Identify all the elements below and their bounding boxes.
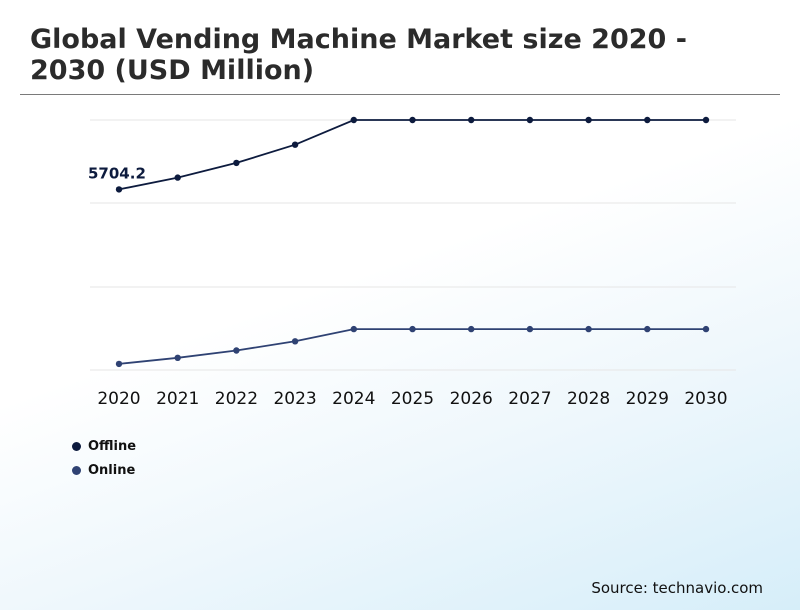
point-offline-2021 [174,174,181,181]
point-offline-2026 [468,116,475,124]
point-online-2025 [409,325,416,333]
point-online-2029 [644,325,651,333]
legend-label-offline: Offline [88,438,137,454]
point-offline-2025 [409,116,416,124]
legend-item-offline[interactable]: Offline [72,434,136,458]
point-offline-2027 [526,116,534,124]
x-tick-2029: 2029 [626,389,669,409]
data-label-0: 5704.2 [88,164,146,182]
point-offline-2020 [115,186,123,193]
x-tick-2020: 2020 [97,389,140,409]
line-chart: 2020 2021 2022 2023 2024 2025 2026 2027 2028 2029… [88,116,736,409]
point-online-2020 [115,360,123,368]
chart-legend: Offline Online [72,434,136,482]
point-online-2023 [291,338,299,345]
x-tick-2025: 2025 [391,389,434,409]
x-tick-2021: 2021 [156,389,199,409]
chart-title: Global Vending Machine Market size 2020 … [30,24,687,86]
legend-marker-online [72,465,81,475]
x-tick-2027: 2027 [508,389,551,409]
series-line-offline [118,119,706,191]
point-online-2026 [468,325,475,333]
legend-marker-offline [72,441,81,451]
point-offline-2023 [291,141,299,148]
x-tick-2023: 2023 [273,389,316,409]
point-offline-2024 [350,116,357,124]
legend-label-online: Online [88,462,136,478]
series-line-online [118,328,706,365]
point-online-2027 [526,325,534,333]
x-tick-2024: 2024 [332,389,375,409]
point-offline-2022 [233,159,240,167]
source-note: Source: technavio.com [591,579,763,597]
legend-item-online[interactable]: Online [72,458,136,482]
x-tick-2028: 2028 [567,389,610,409]
x-tick-2022: 2022 [215,389,258,409]
point-online-2030 [702,325,710,333]
point-online-2028 [585,325,592,333]
point-online-2022 [233,347,240,354]
x-tick-2030: 2030 [684,389,727,409]
title-divider [20,94,780,95]
point-online-2024 [350,325,357,333]
x-tick-2026: 2026 [450,389,493,409]
point-offline-2029 [644,116,651,124]
point-offline-2028 [585,116,592,124]
point-offline-2030 [702,116,710,124]
point-online-2021 [174,354,181,361]
